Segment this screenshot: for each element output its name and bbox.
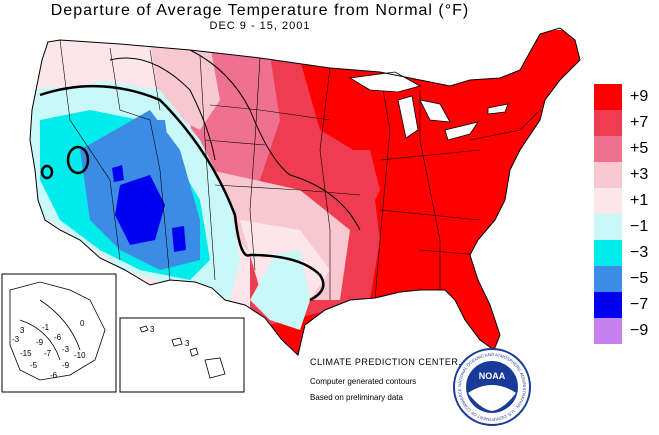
legend-item: +7 bbox=[594, 110, 659, 136]
conus-outline bbox=[29, 27, 581, 356]
great-lakes bbox=[348, 71, 509, 141]
legend-label: +7 bbox=[630, 114, 649, 131]
legend-swatch bbox=[594, 162, 622, 188]
legend-label: −3 bbox=[630, 244, 649, 261]
legend-item: +5 bbox=[594, 136, 659, 162]
alaska-label-5: -15 bbox=[20, 349, 32, 358]
legend-label: −1 bbox=[630, 218, 649, 235]
noaa-logo-text: NOAA bbox=[479, 371, 506, 381]
contour-lines bbox=[39, 49, 361, 302]
alaska-label-4: -6 bbox=[54, 333, 62, 342]
legend: +9 +7 +5 +3 +1 −1 −3 −5 −7 −9 bbox=[594, 84, 659, 344]
legend-swatch bbox=[594, 188, 622, 214]
credit-center: CLIMATE PREDICTION CENTER, NOAA bbox=[310, 357, 492, 367]
legend-item: −1 bbox=[594, 214, 659, 240]
legend-swatch bbox=[594, 318, 622, 344]
legend-item: −9 bbox=[594, 318, 659, 344]
alaska-label-6: -7 bbox=[44, 349, 52, 358]
legend-swatch bbox=[594, 136, 622, 162]
legend-swatch bbox=[594, 292, 622, 318]
legend-label: +5 bbox=[630, 140, 649, 157]
noaa-logo: NOAA NATIONAL OCEANIC AND ATMOSPHERIC AD… bbox=[453, 348, 531, 426]
credit-line-2: Based on preliminary data bbox=[310, 393, 403, 402]
gull-icon bbox=[468, 385, 516, 411]
hawaii-label-1: 3 bbox=[185, 339, 190, 348]
map-title: Departure of Average Temperature from No… bbox=[50, 2, 470, 19]
alaska-label-10: -9 bbox=[62, 361, 70, 370]
credit-line-1: Computer generated contours bbox=[310, 377, 417, 386]
legend-swatch bbox=[594, 84, 622, 110]
alaska-label-8: -10 bbox=[74, 351, 86, 360]
legend-item: −3 bbox=[594, 240, 659, 266]
map-subtitle: DEC 9 - 15, 2001 bbox=[209, 20, 311, 32]
legend-item: −7 bbox=[594, 292, 659, 318]
alaska-label-9: -5 bbox=[30, 361, 38, 370]
hawaii-inset: 3 3 bbox=[119, 317, 245, 393]
legend-item: +3 bbox=[594, 162, 659, 188]
hawaii-label-0: 3 bbox=[150, 325, 155, 334]
alaska-inset: 3 -1 -3 -9 -6 -15 -7 -3 -10 -5 -9 0 -6 bbox=[1, 273, 117, 393]
legend-label: −9 bbox=[630, 322, 649, 339]
alaska-label-0: 3 bbox=[20, 326, 25, 335]
legend-label: −7 bbox=[630, 296, 649, 313]
alaska-label-7: -3 bbox=[62, 345, 70, 354]
legend-swatch bbox=[594, 266, 622, 292]
alaska-label-3: -9 bbox=[36, 338, 44, 347]
legend-item: +9 bbox=[594, 84, 659, 110]
legend-item: −5 bbox=[594, 266, 659, 292]
legend-swatch bbox=[594, 240, 622, 266]
legend-label: −5 bbox=[630, 270, 649, 287]
legend-label: +9 bbox=[630, 88, 649, 105]
legend-item: +1 bbox=[594, 188, 659, 214]
legend-swatch bbox=[594, 214, 622, 240]
alaska-label-12: -6 bbox=[50, 371, 58, 380]
alaska-label-11: 0 bbox=[80, 319, 85, 328]
alaska-label-1: -1 bbox=[42, 323, 50, 332]
alaska-label-2: -3 bbox=[12, 335, 20, 344]
legend-swatch bbox=[594, 110, 622, 136]
legend-label: +1 bbox=[630, 192, 649, 209]
legend-label: +3 bbox=[630, 166, 649, 183]
